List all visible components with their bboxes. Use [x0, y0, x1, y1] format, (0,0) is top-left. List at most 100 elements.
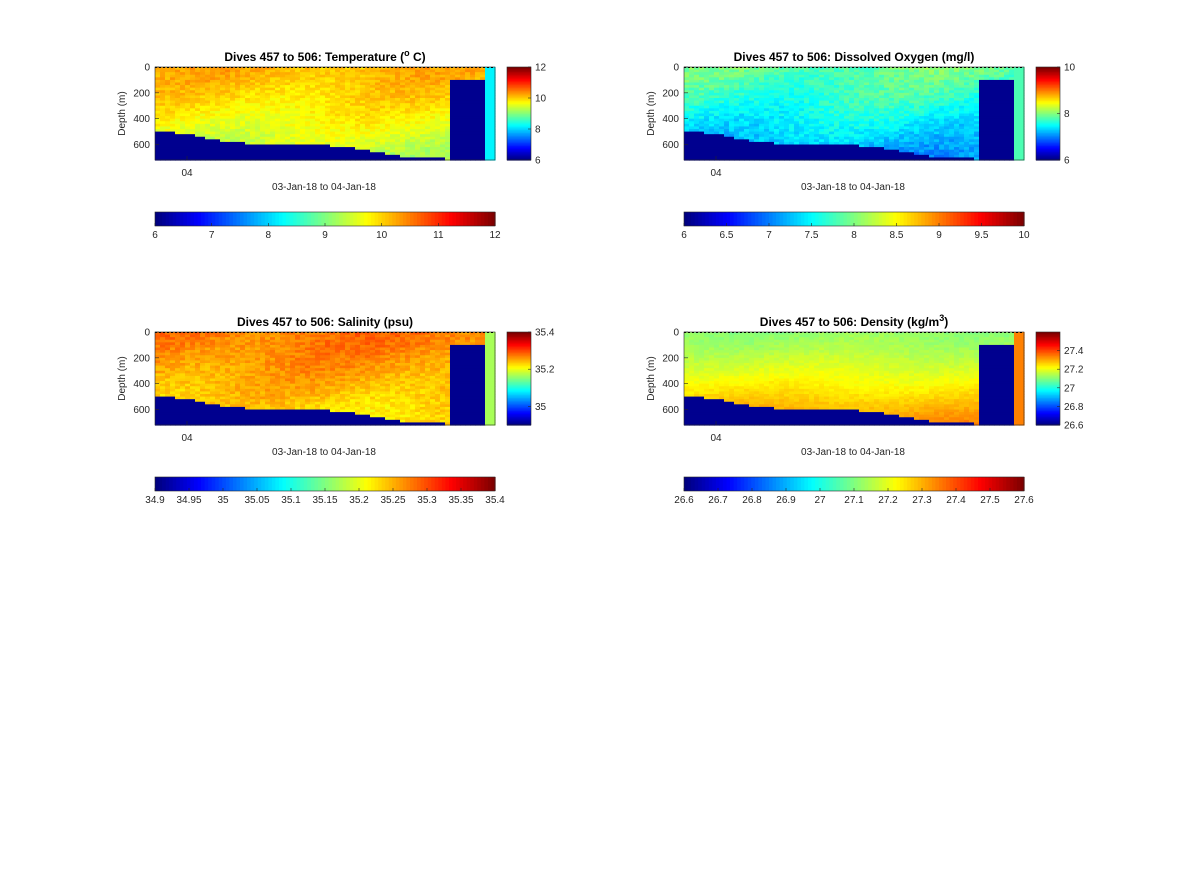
heatmap-cell: [964, 85, 970, 89]
heatmap-cell: [884, 87, 890, 91]
heatmap-cell: [395, 90, 401, 94]
heatmap-cell: [195, 67, 201, 71]
heatmap-cell: [245, 92, 251, 97]
heatmap-cell: [929, 69, 935, 73]
heatmap-cell: [420, 129, 426, 133]
heatmap-cell: [989, 157, 995, 161]
heatmap-cell: [195, 147, 201, 151]
heatmap-cell: [370, 152, 376, 156]
heatmap-cell: [180, 152, 186, 156]
heatmap-cell: [834, 67, 840, 71]
heatmap-cell: [255, 72, 261, 76]
heatmap-cell: [924, 85, 930, 89]
heatmap-cell: [844, 103, 850, 107]
heatmap-cell: [290, 136, 296, 140]
heatmap-cell: [180, 98, 186, 102]
colorbar-swatch: [445, 212, 450, 226]
heatmap-cell: [789, 129, 795, 133]
heatmap-cell: [360, 116, 366, 120]
heatmap-cell: [200, 154, 206, 159]
heatmap-cell: [899, 103, 905, 107]
heatmap-cell: [824, 82, 830, 86]
heatmap-cell: [440, 92, 446, 97]
heatmap-cell: [789, 134, 795, 138]
bottom-colorbar-tick-label: 9: [322, 230, 328, 241]
heatmap-cell: [854, 87, 860, 91]
heatmap-cell: [969, 157, 975, 161]
heatmap-cell: [849, 77, 855, 81]
heatmap-cell: [1004, 121, 1010, 125]
heatmap-cell: [909, 136, 915, 140]
heatmap-cell: [759, 147, 765, 151]
heatmap-cell: [325, 82, 331, 86]
heatmap-cell: [450, 123, 456, 128]
heatmap-cell: [255, 74, 261, 78]
heatmap-cell: [754, 98, 760, 102]
heatmap-cell: [684, 108, 690, 112]
heatmap-cell: [774, 147, 780, 151]
heatmap-cell: [704, 118, 710, 122]
heatmap-cell: [310, 77, 316, 81]
heatmap-cell: [739, 144, 745, 148]
heatmap-cell: [445, 157, 451, 161]
heatmap-cell: [724, 141, 730, 146]
heatmap-cell: [859, 77, 865, 81]
heatmap-cell: [864, 141, 870, 146]
colorbar-swatch: [328, 212, 333, 226]
heatmap-cell: [699, 72, 705, 76]
heatmap-cell: [854, 110, 860, 115]
heatmap-cell: [330, 92, 336, 97]
heatmap-cell: [979, 136, 985, 140]
heatmap-cell: [699, 144, 705, 148]
heatmap-cell: [420, 108, 426, 112]
heatmap-cell: [215, 129, 221, 133]
heatmap-cell: [689, 123, 695, 128]
heatmap-cell: [370, 72, 376, 76]
heatmap-cell: [455, 144, 461, 148]
heatmap-cell: [305, 147, 311, 151]
heatmap-cell: [859, 87, 865, 91]
heatmap-cell: [160, 152, 166, 156]
heatmap-cell: [205, 85, 211, 89]
heatmap-cell: [310, 147, 316, 151]
heatmap-cell: [235, 95, 241, 99]
heatmap-cell: [440, 87, 446, 91]
heatmap-cell: [175, 85, 181, 89]
heatmap-cell: [320, 69, 326, 73]
heatmap-cell: [480, 139, 486, 143]
heatmap-cell: [704, 105, 710, 109]
heatmap-cell: [849, 110, 855, 115]
heatmap-cell: [385, 113, 391, 117]
heatmap-cell: [460, 77, 466, 81]
heatmap-cell: [924, 123, 930, 128]
heatmap-cell: [240, 121, 246, 125]
heatmap-cell: [205, 131, 211, 135]
heatmap-cell: [180, 79, 186, 84]
heatmap-cell: [200, 90, 206, 94]
colorbar-swatch: [363, 212, 369, 226]
heatmap-cell: [784, 79, 790, 84]
heatmap-cell: [390, 139, 396, 143]
colorbar-swatch: [236, 212, 241, 226]
heatmap-cell: [260, 113, 266, 117]
heatmap-cell: [480, 131, 486, 135]
colorbar-swatch: [507, 90, 531, 93]
heatmap-cell: [440, 154, 446, 159]
heatmap-cell: [385, 149, 391, 153]
heatmap-cell: [774, 103, 780, 107]
heatmap-cell: [734, 98, 740, 102]
colorbar-swatch: [441, 212, 447, 226]
heatmap-cell: [275, 152, 281, 156]
heatmap-cell: [854, 77, 860, 81]
heatmap-cell: [475, 126, 481, 130]
heatmap-cell: [834, 152, 840, 156]
heatmap-cell: [869, 79, 875, 84]
heatmap-cell: [210, 92, 216, 97]
heatmap-cell: [195, 90, 201, 94]
heatmap-cell: [869, 141, 875, 146]
heatmap-cell: [235, 157, 241, 161]
heatmap-cell: [694, 121, 700, 125]
heatmap-cell: [305, 131, 311, 135]
heatmap-cell: [190, 123, 196, 128]
heatmap-cell: [320, 105, 326, 109]
